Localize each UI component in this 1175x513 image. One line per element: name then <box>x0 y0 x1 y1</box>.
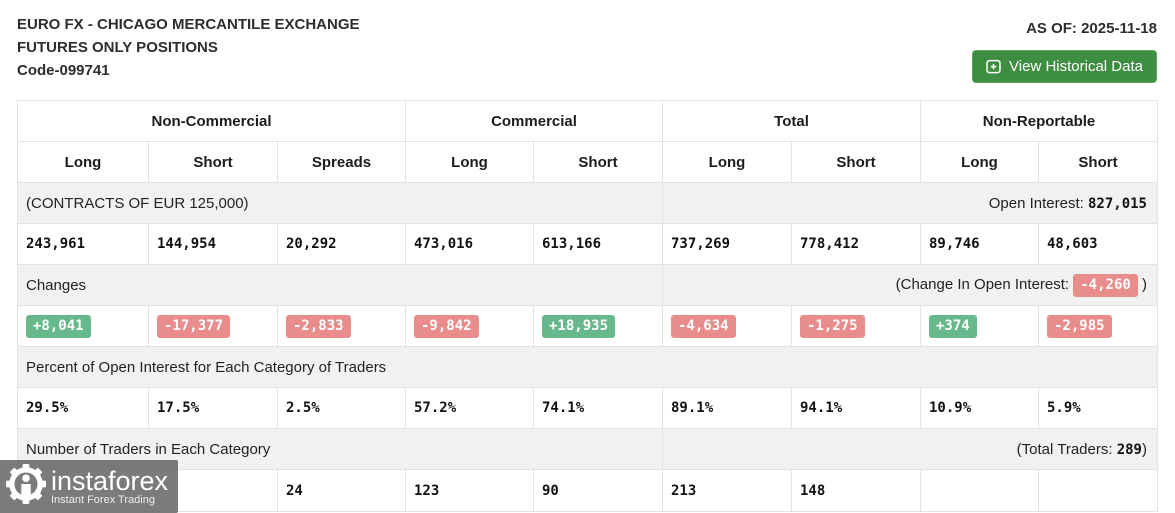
col-header-t-short: Short <box>791 141 921 183</box>
open-interest-value: 827,015 <box>1087 195 1147 212</box>
change-oi-suffix: ) <box>1137 275 1147 293</box>
percent-label: Percent of Open Interest for Each Catego… <box>17 346 1158 388</box>
trader-count-cell <box>920 469 1039 512</box>
change-open-interest-cell: (Change In Open Interest: -4,260 ) <box>662 264 1158 306</box>
col-header-nr-long: Long <box>920 141 1039 183</box>
open-interest-cell: Open Interest: 827,015 <box>662 182 1158 224</box>
total-traders-cell: (Total Traders: 289) <box>662 428 1158 470</box>
col-header-nc-long: Long <box>17 141 149 183</box>
gear-person-icon <box>5 463 47 510</box>
position-cell: 613,166 <box>533 223 663 265</box>
col-header-c-short: Short <box>533 141 663 183</box>
col-header-nc-spreads: Spreads <box>277 141 406 183</box>
group-header-commercial: Commercial <box>405 100 663 142</box>
percent-cell: 2.5% <box>277 387 406 429</box>
change-cell: +8,041 <box>17 305 149 347</box>
calendar-plus-icon <box>986 59 1001 74</box>
change-badge: -4,634 <box>671 314 736 338</box>
group-header-non-reportable: Non-Reportable <box>920 100 1158 142</box>
percent-cell: 57.2% <box>405 387 534 429</box>
position-cell: 243,961 <box>17 223 149 265</box>
col-header-nc-short: Short <box>148 141 278 183</box>
as-of-date: AS OF: 2025-11-18 <box>1026 20 1157 37</box>
col-header-nr-short: Short <box>1038 141 1158 183</box>
open-interest-label: Open Interest: <box>988 194 1088 212</box>
position-cell: 737,269 <box>662 223 792 265</box>
percent-cell: 17.5% <box>148 387 278 429</box>
change-badge: -2,833 <box>286 314 351 338</box>
percent-cell: 29.5% <box>17 387 149 429</box>
change-cell: -4,634 <box>662 305 792 347</box>
change-badge: -17,377 <box>157 314 231 338</box>
percent-cell: 10.9% <box>920 387 1039 429</box>
contracts-label: (CONTRACTS OF EUR 125,000) <box>17 182 663 224</box>
change-oi-badge: -4,260 <box>1073 273 1138 297</box>
watermark-tagline: Instant Forex Trading <box>51 493 155 506</box>
trader-count-cell: 90 <box>533 469 663 512</box>
position-cell: 144,954 <box>148 223 278 265</box>
trader-count-cell: 123 <box>405 469 534 512</box>
total-traders-value: 289 <box>1116 441 1142 458</box>
change-cell: -17,377 <box>148 305 278 347</box>
total-traders-prefix: (Total Traders: <box>1016 440 1117 458</box>
group-header-non-commercial: Non-Commercial <box>17 100 406 142</box>
percent-cell: 74.1% <box>533 387 663 429</box>
trader-count-cell: 148 <box>791 469 921 512</box>
percent-cell: 89.1% <box>662 387 792 429</box>
position-cell: 48,603 <box>1038 223 1158 265</box>
report-title: EURO FX - CHICAGO MERCANTILE EXCHANGE <box>17 16 360 33</box>
percent-cell: 5.9% <box>1038 387 1158 429</box>
change-badge: -2,985 <box>1047 314 1112 338</box>
total-traders-suffix: ) <box>1142 440 1147 458</box>
position-cell: 778,412 <box>791 223 921 265</box>
position-cell: 89,746 <box>920 223 1039 265</box>
watermark-text: instaforex Instant Forex Trading <box>51 465 169 506</box>
percent-cell: 94.1% <box>791 387 921 429</box>
change-cell: +18,935 <box>533 305 663 347</box>
changes-label: Changes <box>17 264 663 306</box>
report-subtitle: FUTURES ONLY POSITIONS <box>17 39 218 56</box>
trader-count-cell: 213 <box>662 469 792 512</box>
col-header-c-long: Long <box>405 141 534 183</box>
cot-table: Non-Commercial Commercial Total Non-Repo… <box>17 100 1158 512</box>
report-title-block: EURO FX - CHICAGO MERCANTILE EXCHANGE FU… <box>17 13 360 82</box>
change-oi-prefix: (Change In Open Interest: <box>895 275 1074 293</box>
change-badge: -9,842 <box>414 314 479 338</box>
report-code: Code-099741 <box>17 62 110 79</box>
trader-count-cell: 24 <box>277 469 406 512</box>
change-cell: -2,833 <box>277 305 406 347</box>
change-cell: -9,842 <box>405 305 534 347</box>
trader-count-cell <box>1038 469 1158 512</box>
change-cell: -1,275 <box>791 305 921 347</box>
col-header-t-long: Long <box>662 141 792 183</box>
change-badge: -1,275 <box>800 314 865 338</box>
watermark-brand: instaforex <box>51 465 169 496</box>
change-badge: +8,041 <box>26 314 91 338</box>
group-header-total: Total <box>662 100 921 142</box>
change-cell: +374 <box>920 305 1039 347</box>
change-badge: +18,935 <box>542 314 616 338</box>
position-cell: 20,292 <box>277 223 406 265</box>
change-cell: -2,985 <box>1038 305 1158 347</box>
position-cell: 473,016 <box>405 223 534 265</box>
view-historical-data-label: View Historical Data <box>1009 58 1143 75</box>
instaforex-watermark: instaforex Instant Forex Trading <box>0 460 178 513</box>
view-historical-data-button[interactable]: View Historical Data <box>972 50 1157 83</box>
change-badge: +374 <box>929 314 977 338</box>
